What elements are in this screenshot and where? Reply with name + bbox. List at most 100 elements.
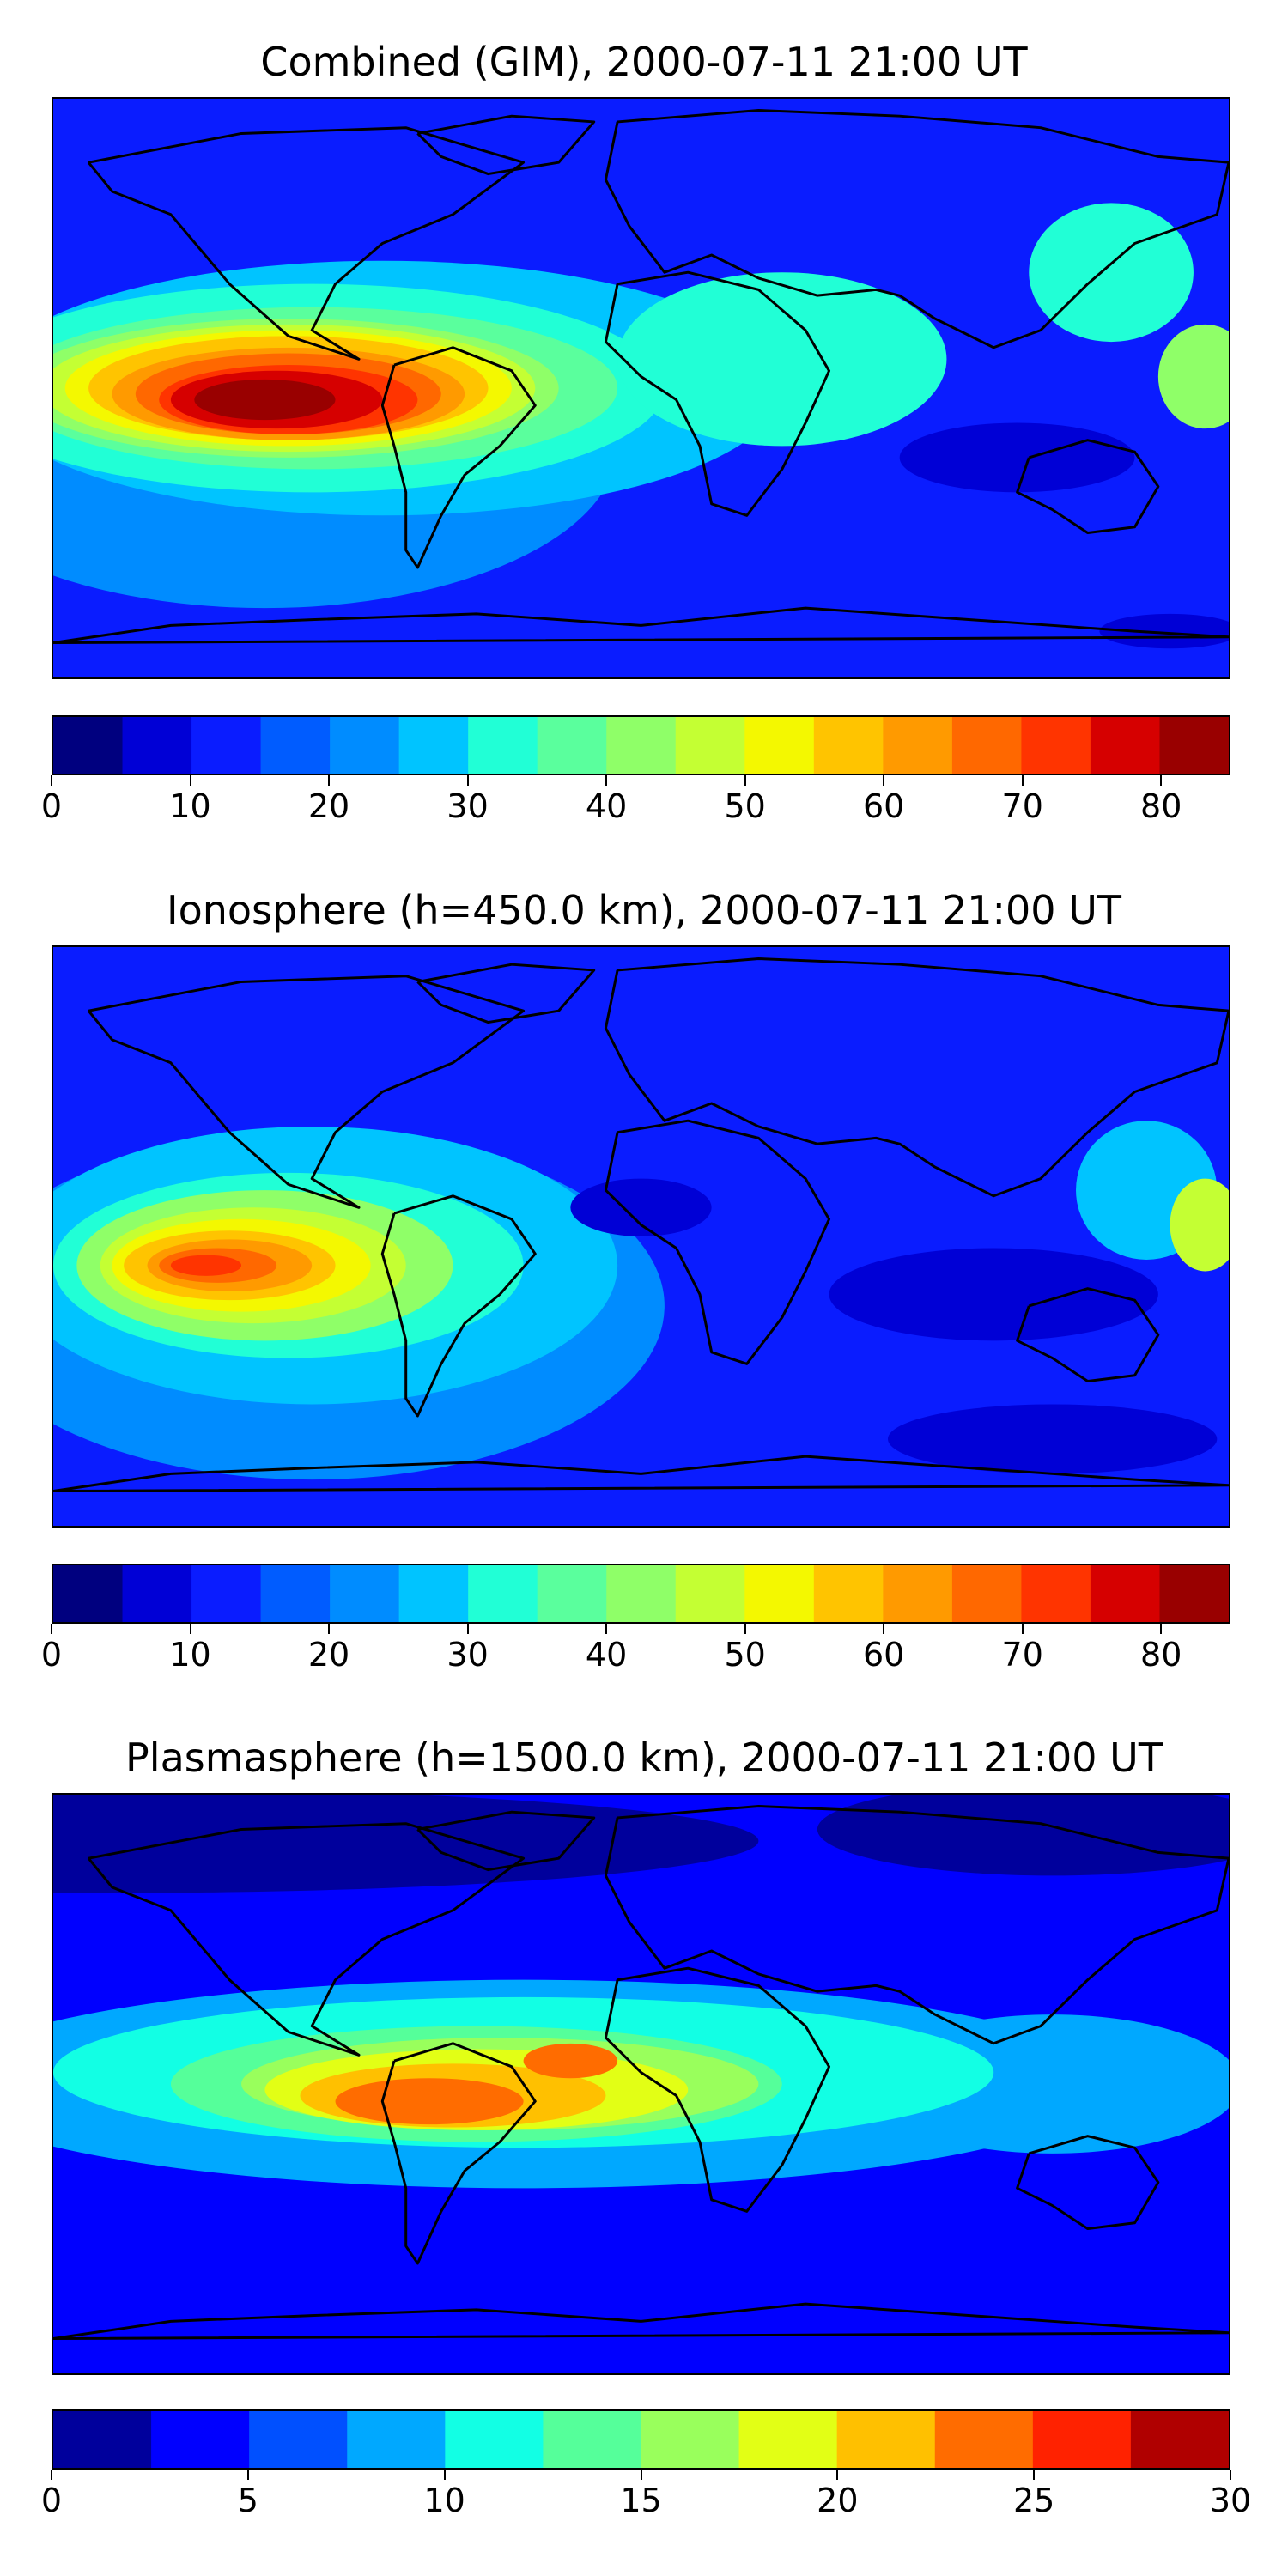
colorbar-swatch — [744, 717, 815, 774]
colorbar-swatch — [537, 1565, 607, 1622]
panel-2-colorbar-ticks: 0 10 20 30 40 50 60 70 80 — [41, 1624, 1230, 1675]
coastline — [380, 1194, 537, 1418]
colorbar-tick-label: 80 — [1140, 1636, 1182, 1674]
colorbar-tick — [443, 2470, 446, 2480]
colorbar-tick — [51, 775, 52, 786]
colorbar-tick-label: 20 — [307, 787, 350, 825]
colorbar-tick — [1160, 1624, 1163, 1634]
colorbar-tick — [744, 1624, 746, 1634]
colorbar-tick-label: 5 — [237, 2482, 258, 2519]
tec-contour-region — [335, 2078, 524, 2125]
tec-contour-region — [170, 1255, 242, 1276]
colorbar-swatch — [744, 1565, 815, 1622]
colorbar-swatch — [122, 717, 192, 774]
colorbar-swatch — [330, 717, 400, 774]
colorbar-swatch — [883, 1565, 953, 1622]
colorbar-tick — [883, 1624, 885, 1634]
panel-1-map-canvas — [53, 99, 1229, 677]
colorbar-swatch — [445, 2411, 544, 2468]
colorbar-tick-label: 30 — [447, 787, 489, 825]
colorbar-swatch — [260, 1565, 331, 1622]
coastline — [416, 1810, 596, 1872]
colorbar-swatch — [347, 2411, 446, 2468]
colorbar-swatch — [260, 717, 331, 774]
colorbar-swatch — [951, 1565, 1023, 1622]
panel-3-colorbar-ticks: 0 5 10 15 20 25 30 — [41, 2470, 1251, 2521]
colorbar-swatch — [1159, 717, 1229, 774]
coastline — [604, 1119, 831, 1365]
colorbar-tick-label: 80 — [1140, 787, 1182, 825]
colorbar-swatch — [468, 717, 538, 774]
coastline — [604, 957, 1229, 1198]
colorbar-swatch — [738, 2411, 838, 2468]
coastline — [380, 2042, 537, 2265]
colorbar-swatch — [1032, 2411, 1132, 2468]
colorbar-tick-label: 20 — [307, 1636, 350, 1674]
colorbar-swatch — [813, 1565, 884, 1622]
colorbar-swatch — [398, 1565, 469, 1622]
coastline — [87, 126, 526, 361]
colorbar-tick — [883, 775, 885, 786]
colorbar-tick — [605, 1624, 608, 1634]
colorbar-tick-label: 60 — [862, 1636, 905, 1674]
colorbar-tick-label: 15 — [620, 2482, 662, 2519]
colorbar-swatch — [641, 2411, 740, 2468]
colorbar-tick-label: 0 — [40, 1636, 63, 1674]
colorbar-swatch — [1021, 1565, 1091, 1622]
colorbar-tick — [189, 1624, 191, 1634]
panel-3-tec-map — [52, 1793, 1230, 2375]
coastline — [604, 1805, 1229, 2045]
colorbar-swatch — [934, 2411, 1034, 2468]
panel-3-colorbar-canvas — [53, 2411, 1229, 2468]
colorbar-tick-label: 10 — [169, 1636, 211, 1674]
colorbar-tick-label: 0 — [40, 2482, 63, 2519]
colorbar-swatch — [151, 2411, 250, 2468]
colorbar-tick-label: 70 — [1001, 787, 1043, 825]
colorbar-tick-label: 40 — [585, 1636, 628, 1674]
colorbar-tick-label: 70 — [1001, 1636, 1043, 1674]
panel-2-colorbar — [52, 1564, 1230, 1624]
panel-2-tec-map — [52, 945, 1230, 1528]
colorbar-tick — [246, 2470, 249, 2480]
colorbar-swatch — [1021, 717, 1091, 774]
colorbar-swatch — [813, 717, 884, 774]
panel-2-title: Ionosphere (h=450.0 km), 2000-07-11 21:0… — [167, 887, 1121, 933]
colorbar-swatch — [537, 717, 607, 774]
colorbar-tick — [189, 775, 191, 786]
colorbar-tick — [328, 775, 331, 786]
colorbar-tick-label: 30 — [1209, 2482, 1252, 2519]
colorbar-swatch — [1090, 717, 1161, 774]
colorbar-tick — [1033, 2470, 1036, 2480]
tec-contour-region — [899, 422, 1135, 493]
colorbar-tick-label: 30 — [447, 1636, 489, 1674]
coastline — [604, 270, 831, 517]
colorbar-tick-label: 10 — [423, 2482, 465, 2519]
coastline — [53, 606, 1229, 645]
colorbar-tick — [51, 2470, 52, 2480]
tec-contour-region — [570, 1178, 712, 1236]
panel-2-map-canvas — [53, 947, 1229, 1526]
panel-3-map-canvas — [53, 1795, 1229, 2373]
colorbar-swatch — [675, 717, 745, 774]
colorbar-swatch — [330, 1565, 400, 1622]
coastline — [380, 346, 537, 569]
colorbar-tick — [1230, 2470, 1231, 2480]
panel-3-colorbar — [52, 2409, 1230, 2470]
colorbar-swatch — [1130, 2411, 1229, 2468]
colorbar-tick-label: 50 — [724, 787, 766, 825]
tec-contour-region — [523, 2043, 618, 2079]
coastline — [1016, 1287, 1160, 1382]
colorbar-tick-label: 50 — [724, 1636, 766, 1674]
colorbar-tick — [836, 2470, 839, 2480]
colorbar-tick — [51, 1624, 52, 1634]
colorbar-swatch — [1159, 1565, 1229, 1622]
colorbar-tick — [466, 775, 469, 786]
coastline — [604, 1966, 831, 2213]
colorbar-swatch — [398, 717, 469, 774]
colorbar-swatch — [675, 1565, 745, 1622]
coastline — [416, 114, 596, 176]
tec-contour-region — [617, 272, 947, 447]
colorbar-swatch — [1090, 1565, 1161, 1622]
colorbar-tick — [605, 775, 608, 786]
tec-contour-region — [1029, 203, 1194, 343]
